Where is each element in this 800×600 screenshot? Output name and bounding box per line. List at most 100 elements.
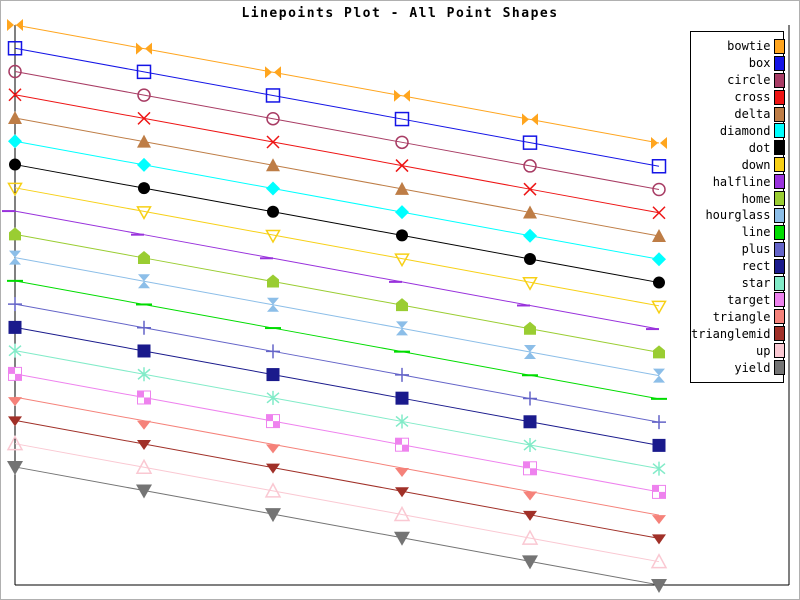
legend-label: trianglemid <box>691 326 771 341</box>
legend-swatch <box>774 275 786 291</box>
legend-swatch <box>774 224 786 240</box>
legend-item-cross: cross <box>691 89 797 106</box>
series-markers-star <box>8 343 666 476</box>
series-line-circle <box>14 71 660 191</box>
legend-swatch <box>774 123 786 139</box>
legend-item-delta: delta <box>691 106 797 123</box>
series-markers-circle <box>8 64 666 197</box>
legend-label: down <box>741 157 771 172</box>
legend-item-diamond: diamond <box>691 122 797 139</box>
legend-swatch <box>774 157 786 173</box>
legend-swatch <box>774 258 786 274</box>
legend-label: box <box>748 56 771 71</box>
series-markers-halfline <box>2 210 659 331</box>
series-line-hourglass <box>14 257 660 377</box>
legend-label: home <box>741 191 771 206</box>
legend-label: star <box>741 276 771 291</box>
series-markers-hourglass <box>9 250 665 383</box>
series-line-star <box>14 350 660 470</box>
legend-swatch <box>774 343 786 359</box>
series-line-trianglemid <box>14 419 660 539</box>
legend-label: delta <box>734 107 771 122</box>
legend-item-down: down <box>691 156 797 173</box>
series-markers-yield <box>7 460 667 593</box>
legend-swatch <box>774 89 786 105</box>
legend-swatch <box>774 326 786 342</box>
legend-item-up: up <box>691 342 797 359</box>
series-markers-down <box>7 182 667 315</box>
legend-label: hourglass <box>705 208 771 223</box>
legend-label: cross <box>734 90 771 105</box>
series-markers-up <box>6 435 668 569</box>
series-markers-line <box>7 279 667 400</box>
series-markers-delta <box>8 111 666 243</box>
legend-item-home: home <box>691 190 797 207</box>
legend-swatch <box>774 292 786 308</box>
series-markers-bowtie <box>7 19 667 149</box>
series-line-bowtie <box>14 24 660 144</box>
series-line-down <box>14 187 660 307</box>
series-markers-target <box>8 366 666 499</box>
legend-item-bowtie: bowtie <box>691 38 797 55</box>
legend-label: up <box>756 343 771 358</box>
series-markers-diamond <box>8 134 666 267</box>
legend-item-circle: circle <box>691 72 797 89</box>
legend-swatch <box>774 207 786 223</box>
legend-item-plus: plus <box>691 241 797 258</box>
series-markers-trianglemid <box>8 416 666 545</box>
series-line-triangle <box>14 396 660 516</box>
series-line-halfline <box>14 210 660 330</box>
legend-swatch <box>774 241 786 257</box>
legend-swatch <box>774 174 786 190</box>
series-line-line <box>14 280 660 400</box>
series-markers-plus <box>8 297 666 430</box>
legend-label: bowtie <box>727 39 771 54</box>
legend-label: rect <box>741 259 771 274</box>
series-markers-box <box>7 41 667 174</box>
legend-item-hourglass: hourglass <box>691 207 797 224</box>
series-line-target <box>14 373 660 493</box>
legend-item-halfline: halfline <box>691 173 797 190</box>
legend-label: line <box>741 225 771 240</box>
legend-label: circle <box>727 73 771 88</box>
series-line-diamond <box>14 140 660 260</box>
legend-swatch <box>774 140 786 156</box>
legend-item-yield: yield <box>691 359 797 376</box>
legend-swatch <box>774 360 786 376</box>
legend-label: plus <box>741 242 771 257</box>
legend-box: bowtie box circle cross delta diamond dot down h… <box>690 31 786 383</box>
series-line-home <box>14 233 660 353</box>
legend-swatch <box>774 72 786 88</box>
series-markers-cross <box>8 88 666 220</box>
legend-item-trianglemid: trianglemid <box>691 325 797 342</box>
legend-item-triangle: triangle <box>691 308 797 325</box>
legend-label: triangle <box>712 309 771 324</box>
legend-item-rect: rect <box>691 258 797 275</box>
series-line-yield <box>14 466 660 586</box>
legend-item-star: star <box>691 275 797 292</box>
legend-swatch <box>774 38 786 54</box>
legend-swatch <box>774 55 786 71</box>
series-line-up <box>14 443 660 563</box>
legend-swatch <box>774 191 786 207</box>
legend-item-line: line <box>691 224 797 241</box>
series-line-box <box>14 47 660 167</box>
legend-label: yield <box>734 360 771 375</box>
series-line-cross <box>14 94 660 214</box>
legend-item-dot: dot <box>691 139 797 156</box>
chart-title: Linepoints Plot - All Point Shapes <box>241 6 559 21</box>
series-markers-rect <box>8 320 666 452</box>
legend-swatch <box>774 309 786 325</box>
series-line-plus <box>14 303 660 423</box>
series-line-rect <box>14 326 660 446</box>
legend-label: dot <box>748 140 771 155</box>
series-markers-home <box>9 227 665 359</box>
legend-item-target: target <box>691 291 797 308</box>
legend-swatch <box>774 106 786 122</box>
series-line-delta <box>14 117 660 237</box>
legend-label: halfline <box>712 174 771 189</box>
series-markers-dot <box>9 158 665 289</box>
series-line-dot <box>14 164 660 284</box>
